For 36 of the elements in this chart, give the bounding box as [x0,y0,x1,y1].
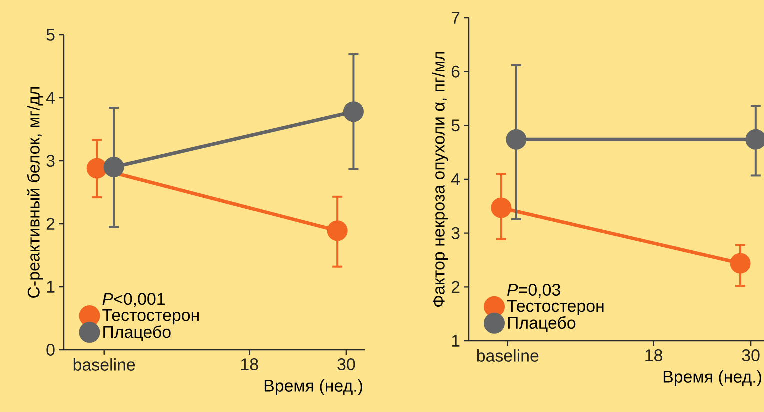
x-axis-title: Время (нед.) [664,370,762,386]
x-tick-label: 30 [742,350,760,362]
legend-title: P=0,03 [508,284,560,298]
y-tick-label: 3 [452,227,460,240]
y-axis-title: Фактор некроза опухоли α, пг/мл [432,52,448,308]
y-tick-label: 7 [452,12,460,24]
x-tick-label: baseline [74,358,136,371]
legend-title: P<0,001 [102,293,165,308]
point [343,102,364,122]
point [491,198,512,218]
legend-label: Тестостерон [507,300,604,316]
x-tick-label: 18 [241,358,258,371]
legend-label: Плацебо [508,316,576,332]
y-tick-label: 6 [452,66,460,78]
y-tick-label: 1 [47,281,55,293]
point [506,129,527,150]
y-tick-label: 3 [46,155,55,167]
x-tick-label: baseline [477,350,539,362]
y-tick-label: 5 [46,29,55,41]
point [104,157,124,178]
y-tick-label: 4 [451,174,460,186]
y-tick-label: 2 [452,281,460,294]
x-tick-label: 18 [646,350,662,362]
y-tick-label: 1 [452,335,460,347]
y-tick-label: 4 [46,92,55,104]
x-axis-title: Время (нед.) [264,380,362,396]
point [327,220,348,242]
legend-label: Плацебо [104,326,171,342]
legend-label: Тестостерон [102,309,199,325]
y-tick-label: 5 [452,120,460,132]
point [86,158,108,179]
x-tick-label: 30 [338,358,356,371]
y-tick-label: 2 [46,218,55,230]
point [730,253,751,274]
y-tick-label: 0 [46,344,55,356]
y-axis-title: С-реактивный белок, мг/дл [27,87,44,298]
